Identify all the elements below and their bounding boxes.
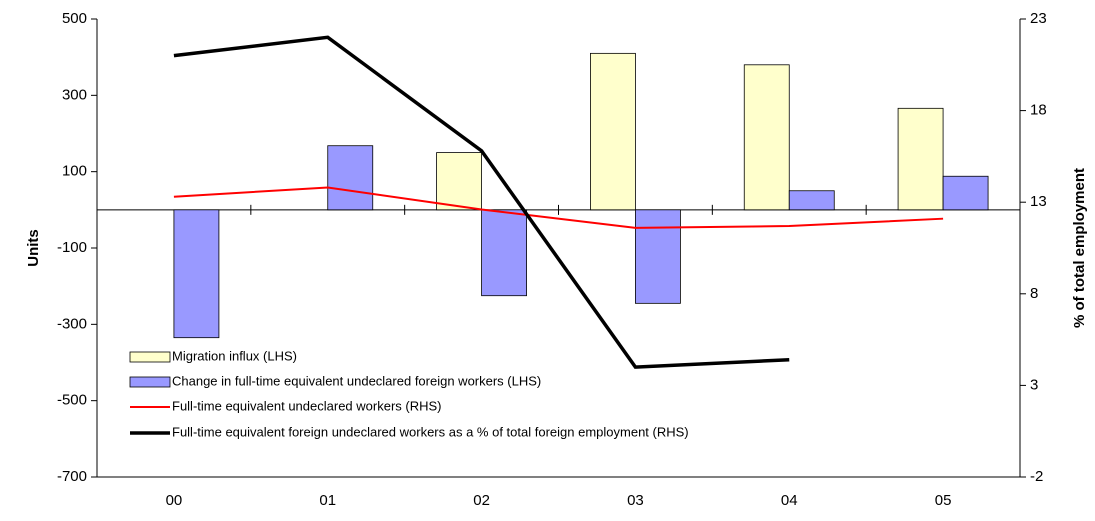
x-tick-label: 02: [473, 492, 490, 509]
bar: [481, 209, 527, 297]
legend-swatch: [129, 376, 171, 388]
y-tick-label: -700: [57, 468, 87, 485]
x-tick-label: 01: [319, 492, 336, 509]
y-tick-label: 300: [62, 86, 87, 103]
y-tick-label: 500: [62, 10, 87, 27]
y2-axis-title: % of total employment: [1071, 168, 1088, 328]
y2-tick-label: 13: [1030, 193, 1047, 210]
bar: [897, 107, 944, 211]
y-tick-label: -500: [57, 392, 87, 409]
bar: [590, 52, 636, 211]
y2-tick-label: 8: [1030, 285, 1038, 302]
legend-label: Full-time equivalent foreign undeclared …: [172, 424, 689, 439]
legend-label: Change in full-time equivalent undeclare…: [172, 373, 541, 388]
x-tick-label: 03: [627, 492, 644, 509]
legend-swatch: [129, 351, 171, 363]
bar: [436, 152, 482, 211]
bar: [327, 145, 374, 211]
bar: [173, 209, 220, 339]
y2-tick-label: 3: [1030, 376, 1038, 393]
legend-label: Full-time equivalent undeclared workers …: [172, 398, 442, 413]
bar: [743, 64, 790, 211]
y2-tick-label: 23: [1030, 10, 1047, 27]
y-tick-label: -300: [57, 315, 87, 332]
bar: [635, 209, 681, 304]
x-tick-label: 04: [781, 492, 798, 509]
y-tick-label: -100: [57, 239, 87, 256]
line-series: [173, 35, 790, 369]
y2-tick-label: 18: [1030, 102, 1047, 119]
bar: [942, 175, 989, 211]
y-tick-label: 100: [62, 163, 87, 180]
line-series: [173, 186, 944, 229]
x-tick-label: 00: [166, 492, 183, 509]
bar: [788, 190, 835, 211]
legend-label: Migration influx (LHS): [172, 348, 297, 363]
y-axis-title: Units: [25, 229, 42, 267]
x-tick-label: 05: [935, 492, 952, 509]
y2-tick-label: -2: [1030, 468, 1043, 485]
